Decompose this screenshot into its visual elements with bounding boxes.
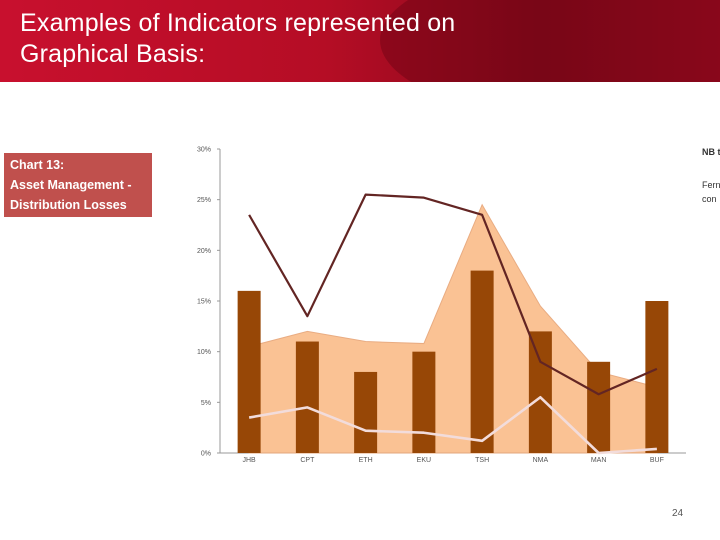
header-decoration — [380, 0, 720, 82]
x-tick-label: EKU — [417, 457, 431, 464]
side-note-line-2: Fern — [702, 180, 720, 190]
x-tick-label: NMA — [533, 457, 549, 464]
y-tick-label: 30% — [197, 147, 211, 154]
chart-caption-line-3: Distribution Losses — [10, 198, 127, 212]
y-tick-label: 0% — [201, 451, 211, 458]
x-tick-label: CPT — [300, 457, 315, 464]
bar — [587, 361, 611, 453]
x-tick-label: BUF — [650, 457, 664, 464]
side-note-line-1: NB t — [702, 147, 720, 157]
y-tick-label: 5% — [201, 400, 211, 407]
chart-caption-line-1: Chart 13: — [10, 158, 65, 172]
x-tick-label: TSH — [475, 457, 489, 464]
y-tick-label: 15% — [197, 299, 211, 306]
bar — [412, 351, 436, 453]
page-number: 24 — [672, 508, 684, 519]
y-tick-label: 20% — [197, 248, 211, 255]
bar — [645, 301, 669, 453]
y-tick-label: 10% — [197, 349, 211, 356]
side-note-line-3: con — [702, 194, 717, 204]
x-tick-label: JHB — [243, 457, 257, 464]
chart-caption-box: Chart 13: Asset Management - Distributio… — [4, 153, 152, 217]
slide-header: Examples of Indicators represented on Gr… — [0, 0, 720, 82]
y-tick-label: 25% — [197, 197, 211, 204]
chart-caption-line-2: Asset Management - — [10, 178, 132, 192]
bar — [237, 290, 261, 453]
bar — [470, 270, 494, 453]
x-tick-label: ETH — [359, 457, 373, 464]
bar — [354, 371, 378, 453]
bar — [295, 341, 319, 453]
line-series — [248, 395, 657, 455]
bar — [528, 331, 552, 453]
line-series — [248, 193, 658, 396]
x-tick-label: MAN — [591, 457, 607, 464]
slide-title: Examples of Indicators represented on Gr… — [20, 9, 456, 68]
